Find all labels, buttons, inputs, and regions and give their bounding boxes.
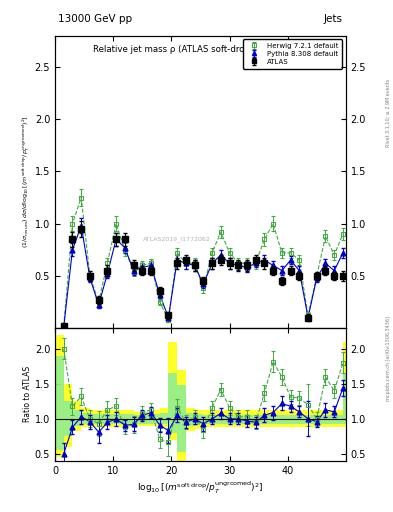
Y-axis label: Ratio to ATLAS: Ratio to ATLAS (23, 367, 32, 422)
Text: Relative jet mass ρ (ATLAS soft-drop observables): Relative jet mass ρ (ATLAS soft-drop obs… (93, 45, 308, 54)
Text: mcplots.cern.ch [arXiv:1306.3436]: mcplots.cern.ch [arXiv:1306.3436] (386, 316, 391, 401)
Text: Jets: Jets (324, 14, 343, 24)
Text: Rivet 3.1.10; ≥ 2.9M events: Rivet 3.1.10; ≥ 2.9M events (386, 78, 391, 147)
Y-axis label: $(1/\sigma_{\rm resum})\;d\sigma/d\log_{10}[(m^{\rm soft\ drop}/p_T^{\rm ungroom: $(1/\sigma_{\rm resum})\;d\sigma/d\log_{… (20, 115, 32, 248)
Text: 13000 GeV pp: 13000 GeV pp (58, 14, 132, 24)
Text: ATLAS2019_I1772062: ATLAS2019_I1772062 (143, 237, 211, 242)
Legend: Herwig 7.2.1 default, Pythia 8.308 default, ATLAS: Herwig 7.2.1 default, Pythia 8.308 defau… (243, 39, 342, 69)
X-axis label: $\log_{10}[(m^{\rm soft\ drop}/p_T^{\rm ungroomed})^2]$: $\log_{10}[(m^{\rm soft\ drop}/p_T^{\rm … (137, 480, 264, 496)
